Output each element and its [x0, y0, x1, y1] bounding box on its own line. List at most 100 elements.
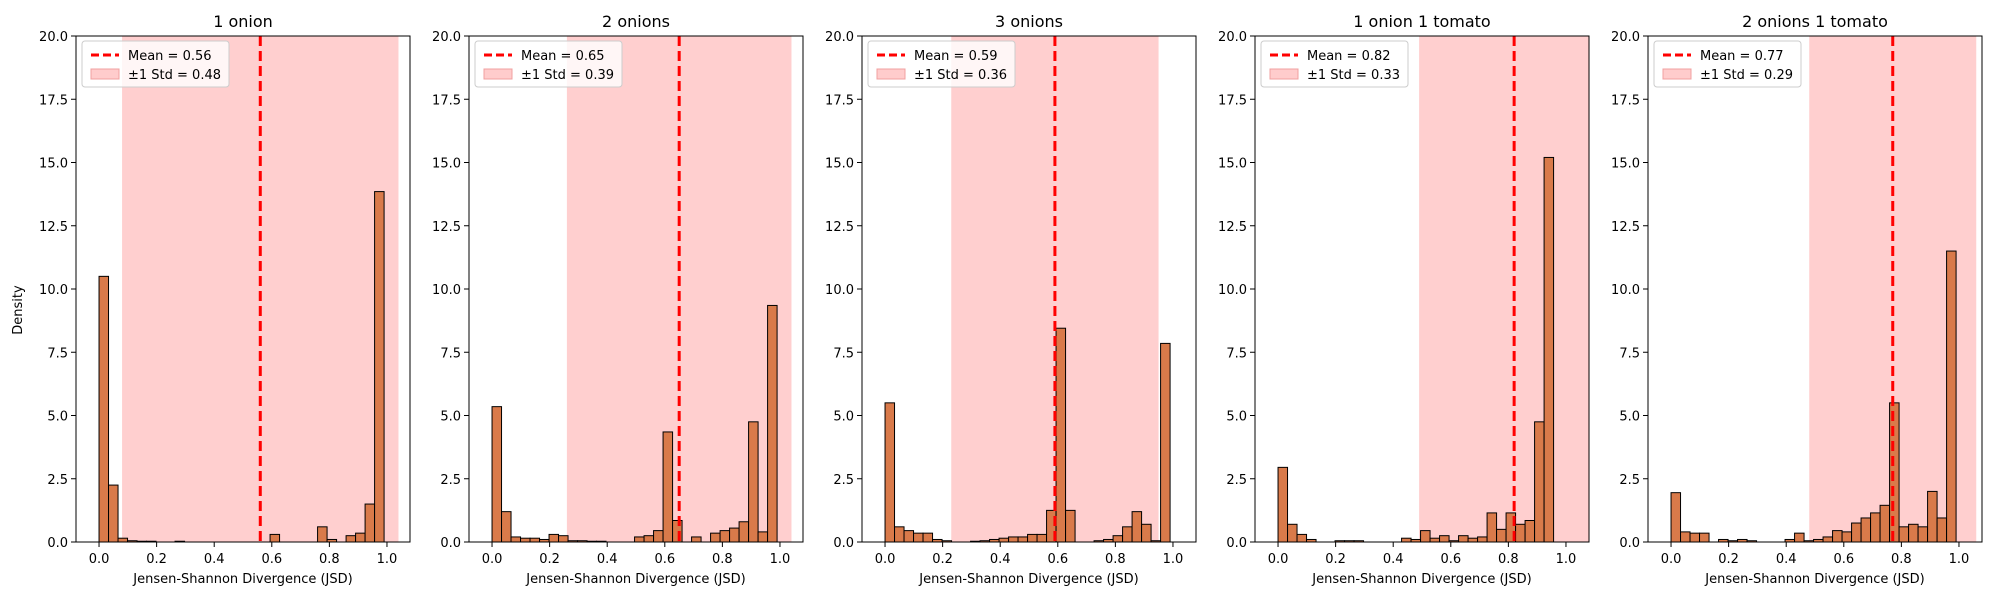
legend-mean-label: Mean = 0.82	[1307, 49, 1391, 64]
histogram-bar	[510, 536, 522, 543]
histogram-bar	[1036, 533, 1048, 543]
histogram-bar	[1458, 535, 1469, 543]
x-tick-label: 0.8	[1105, 552, 1126, 567]
x-tick-label: 0.4	[204, 552, 225, 567]
y-tick-label: 0.0	[1226, 536, 1247, 551]
subplot-panels: 0.0 0.2 0.4 0.6 0.8 1.0 0.0 2.5 5.0 7.5 10.0 12.5 15…	[39, 12, 1983, 587]
figure-ylabel: Density	[11, 285, 26, 335]
histogram-bar	[1870, 512, 1881, 543]
histogram-bar	[1860, 517, 1872, 543]
subplot-3: 0.0 0.2 0.4 0.6 0.8 1.0 0.0 2.5 5.0 7.5 10.0 12.5 15…	[825, 12, 1197, 587]
subplot-2: 0.0 0.2 0.4 0.6 0.8 1.0 0.0 2.5 5.0 7.5 10.0 12.5 15…	[432, 12, 804, 587]
histogram-bar	[757, 531, 769, 543]
histogram-bar	[643, 535, 655, 543]
y-tick-label: 15.0	[432, 157, 461, 172]
histogram-bar	[1477, 536, 1488, 543]
y-tick-label: 20.0	[1611, 30, 1640, 45]
x-tick-label: 0.4	[1383, 552, 1404, 567]
x-tick-label: 0.6	[1833, 552, 1854, 567]
x-tick-label: 0.6	[1440, 552, 1461, 567]
histogram-bar	[719, 530, 731, 543]
x-tick-label: 0.2	[932, 552, 953, 567]
histogram-bar	[1908, 523, 1919, 543]
histogram-bar	[634, 536, 645, 543]
legend-std-swatch	[876, 68, 906, 80]
histogram-bar	[653, 530, 664, 543]
histogram-bar	[108, 484, 119, 543]
histogram-bar	[1008, 536, 1019, 543]
legend: Mean = 0.65 ±1 Std = 0.39	[474, 40, 623, 88]
legend-std-swatch	[90, 68, 120, 80]
histogram-bar	[1515, 523, 1526, 543]
y-tick-label: 20.0	[1218, 30, 1247, 45]
histogram-bar	[884, 402, 896, 543]
subplot-4: 0.0 0.2 0.4 0.6 0.8 1.0 0.0 2.5 5.0 7.5 10.0 12.5 15…	[1218, 12, 1590, 587]
histogram-bar	[1543, 156, 1555, 543]
histogram-bar	[1927, 490, 1938, 543]
x-axis-label: Jensen-Shannon Divergence (JSD)	[525, 572, 745, 587]
histogram-bar	[1027, 533, 1038, 543]
x-axis-label: Jensen-Shannon Divergence (JSD)	[132, 572, 352, 587]
y-tick-label: 0.0	[47, 536, 68, 551]
histogram-bar	[691, 536, 702, 543]
x-tick-label: 0.0	[1268, 552, 1289, 567]
histogram-bar	[1794, 532, 1805, 543]
histogram-bar	[1879, 504, 1891, 543]
histogram-bar	[1917, 526, 1929, 543]
histogram-bar	[710, 532, 721, 543]
histogram-bar	[345, 535, 357, 543]
histogram-bar	[913, 532, 924, 543]
histogram-bar	[1670, 492, 1682, 543]
x-tick-label: 1.0	[377, 552, 398, 567]
histogram-bar	[1439, 535, 1450, 543]
histogram-bar	[1420, 530, 1431, 543]
std-band	[1419, 36, 1589, 542]
histogram-bar	[1680, 531, 1691, 543]
legend-mean-label: Mean = 0.77	[1700, 49, 1784, 64]
histogram-bar	[1131, 511, 1143, 543]
histogram-bar	[1141, 523, 1152, 543]
histogram-bar	[1496, 528, 1507, 543]
histogram-bar	[894, 526, 905, 543]
x-tick-label: 1.0	[1163, 552, 1184, 567]
histogram-bar	[1296, 533, 1308, 543]
histogram-bar	[1851, 522, 1862, 543]
y-tick-label: 12.5	[1218, 220, 1247, 235]
x-tick-label: 0.6	[261, 552, 282, 567]
y-tick-label: 10.0	[1218, 283, 1247, 298]
histogram-bar	[1401, 537, 1412, 543]
x-tick-label: 0.2	[146, 552, 167, 567]
legend-std-swatch	[1269, 68, 1299, 80]
x-axis-label: Jensen-Shannon Divergence (JSD)	[1311, 572, 1531, 587]
histogram-bar	[662, 431, 674, 543]
legend-std-label: ±1 Std = 0.33	[1307, 68, 1400, 83]
x-tick-label: 0.4	[1776, 552, 1797, 567]
histogram-bar	[1534, 421, 1545, 543]
subplot-1: 0.0 0.2 0.4 0.6 0.8 1.0 0.0 2.5 5.0 7.5 10.0 12.5 15…	[39, 12, 411, 587]
histogram-bar	[1832, 530, 1843, 543]
histogram-bar	[1065, 509, 1076, 543]
histogram-bar	[1524, 519, 1536, 543]
histogram-bar	[767, 304, 778, 543]
y-tick-label: 7.5	[47, 346, 68, 361]
y-tick-label: 2.5	[1619, 473, 1640, 488]
x-axis-label: Jensen-Shannon Divergence (JSD)	[918, 572, 1138, 587]
y-tick-label: 17.5	[825, 93, 854, 108]
histogram-bar	[364, 503, 376, 543]
histogram-bar	[1112, 535, 1124, 543]
subplot-5: 0.0 0.2 0.4 0.6 0.8 1.0 0.0 2.5 5.0 7.5 10.0 12.5 15…	[1611, 12, 1983, 587]
histogram-bar	[1467, 537, 1479, 543]
histogram-bar	[922, 532, 934, 543]
histogram-bar	[748, 421, 759, 543]
histogram-bar	[548, 533, 560, 543]
y-tick-label: 5.0	[47, 410, 68, 425]
x-tick-label: 0.6	[1047, 552, 1068, 567]
legend-std-swatch	[483, 68, 513, 80]
y-tick-label: 17.5	[432, 93, 461, 108]
y-tick-label: 10.0	[825, 283, 854, 298]
legend-std-label: ±1 Std = 0.36	[914, 68, 1007, 83]
y-tick-label: 12.5	[825, 220, 854, 235]
x-tick-label: 0.0	[482, 552, 503, 567]
histogram-bar	[1429, 537, 1441, 543]
